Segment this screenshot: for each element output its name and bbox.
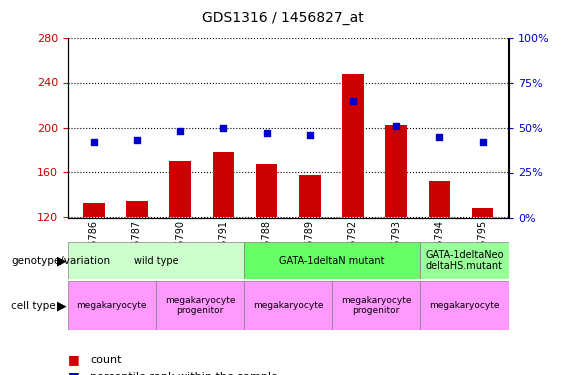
Bar: [299, 175, 320, 217]
FancyBboxPatch shape: [244, 281, 332, 330]
Bar: [170, 161, 191, 218]
Bar: [429, 182, 450, 218]
Text: cell type: cell type: [11, 301, 56, 310]
FancyBboxPatch shape: [156, 281, 244, 330]
Text: megakaryocyte
progenitor: megakaryocyte progenitor: [165, 296, 235, 315]
Bar: [342, 74, 364, 217]
Point: [305, 132, 314, 138]
Text: GATA-1deltaNeo
deltaHS.mutant: GATA-1deltaNeo deltaHS.mutant: [425, 250, 503, 272]
FancyBboxPatch shape: [68, 281, 156, 330]
Point: [478, 139, 487, 145]
Point: [176, 128, 185, 134]
FancyBboxPatch shape: [332, 281, 420, 330]
Text: ▶: ▶: [56, 299, 66, 312]
Point: [89, 139, 98, 145]
Bar: [385, 125, 407, 218]
Bar: [212, 152, 234, 217]
Point: [132, 137, 141, 143]
FancyBboxPatch shape: [420, 281, 508, 330]
FancyBboxPatch shape: [68, 242, 244, 279]
Text: wild type: wild type: [134, 256, 178, 266]
Point: [392, 123, 401, 129]
Bar: [126, 201, 147, 217]
Point: [435, 134, 444, 140]
Text: megakaryocyte: megakaryocyte: [77, 301, 147, 310]
Text: ■: ■: [68, 370, 80, 375]
Text: GATA-1deltaN mutant: GATA-1deltaN mutant: [280, 256, 385, 266]
Text: count: count: [90, 355, 122, 365]
Text: megakaryocyte
progenitor: megakaryocyte progenitor: [341, 296, 411, 315]
Bar: [83, 203, 105, 217]
Point: [219, 124, 228, 130]
Text: ▶: ▶: [56, 254, 66, 267]
Text: ■: ■: [68, 354, 80, 366]
Text: megakaryocyte: megakaryocyte: [253, 301, 323, 310]
Text: GDS1316 / 1456827_at: GDS1316 / 1456827_at: [202, 11, 363, 25]
FancyBboxPatch shape: [244, 242, 420, 279]
Point: [262, 130, 271, 136]
Text: genotype/variation: genotype/variation: [11, 256, 110, 266]
Bar: [256, 164, 277, 218]
Text: percentile rank within the sample: percentile rank within the sample: [90, 372, 279, 375]
FancyBboxPatch shape: [420, 242, 508, 279]
Text: megakaryocyte: megakaryocyte: [429, 301, 499, 310]
Point: [349, 98, 358, 104]
Bar: [472, 209, 493, 218]
